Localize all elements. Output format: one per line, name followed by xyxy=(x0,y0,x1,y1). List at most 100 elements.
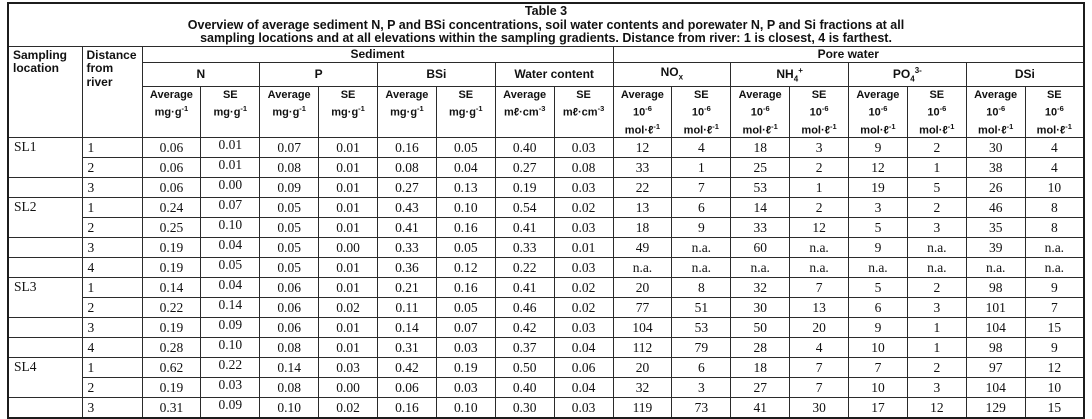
data-cell: 0.08 xyxy=(259,337,320,359)
data-cell: 0.22 xyxy=(200,357,261,379)
header-section-row: Sampling location Distance from river Se… xyxy=(7,45,1085,139)
data-cell: 30 xyxy=(730,297,791,319)
data-cell: 50 xyxy=(730,317,791,339)
data-cell: n.a. xyxy=(906,257,967,279)
data-cell: 5 xyxy=(848,217,908,239)
table-row: SL3 1 0.14 0.04 0.06 0.01 0.21 0.16 0.41 0.02 20 8 3… xyxy=(7,277,1085,319)
data-cell: 0.31 xyxy=(141,397,202,419)
species-header-nh: NH4+ xyxy=(730,61,849,87)
sampling-location-cell-empty xyxy=(7,237,83,259)
table-caption-line-2: sampling locations and at all elevations… xyxy=(200,31,892,45)
distance-cell: 1 xyxy=(81,197,143,219)
data-cell: 15 xyxy=(1024,397,1085,419)
data-cell: 27 xyxy=(730,377,791,399)
data-cell: 0.01 xyxy=(318,277,378,299)
data-cell: 0.05 xyxy=(259,257,320,279)
data-cell: 0.03 xyxy=(553,137,614,159)
data-cell: 0.01 xyxy=(553,237,614,259)
data-cell: 0.01 xyxy=(318,337,378,359)
data-cell: 8 xyxy=(1024,197,1085,219)
data-cell: 0.16 xyxy=(377,397,437,419)
data-cell: 0.16 xyxy=(377,137,437,159)
data-cell: 3 xyxy=(848,197,908,219)
data-cell: 0.11 xyxy=(377,297,437,319)
data-cell: 30 xyxy=(965,137,1026,159)
data-cell: 12 xyxy=(848,157,908,179)
data-cell: 0.50 xyxy=(494,357,555,379)
distance-cell: 3 xyxy=(81,317,143,339)
data-cell: 12 xyxy=(906,397,967,419)
data-cell: 0.04 xyxy=(200,277,261,299)
data-cell: 0.40 xyxy=(494,377,555,399)
sampling-location-cell: SL3 xyxy=(7,277,83,319)
data-cell: 0.41 xyxy=(494,217,555,239)
data-cell: 0.06 xyxy=(259,297,320,319)
data-cell: 0.02 xyxy=(553,277,614,299)
data-cell: 0.01 xyxy=(200,157,261,179)
data-cell: 0.28 xyxy=(141,337,202,359)
data-cell: 20 xyxy=(612,277,673,299)
data-cell: 0.03 xyxy=(553,257,614,279)
data-cell: 6 xyxy=(671,357,732,379)
data-cell: 0.14 xyxy=(141,277,202,299)
unit-header-cell: SE 10-6 mol·ℓ-1 xyxy=(1024,85,1085,139)
data-cell: 73 xyxy=(671,397,732,419)
data-cell: 0.19 xyxy=(141,257,202,279)
data-cell: 0.03 xyxy=(553,177,614,199)
data-cell: 28 xyxy=(730,337,791,359)
unit-header-cell: SE 10-6 mol·ℓ-1 xyxy=(789,85,849,139)
data-cell: 0.00 xyxy=(318,377,378,399)
species-header-water-content: Water content xyxy=(494,61,614,87)
data-cell: 12 xyxy=(1024,357,1085,379)
data-cell: 53 xyxy=(671,317,732,339)
data-cell: 32 xyxy=(730,277,791,299)
data-cell: 119 xyxy=(612,397,673,419)
data-cell: 19 xyxy=(848,177,908,199)
data-cell: 0.07 xyxy=(200,197,261,219)
col-header-sampling-location: Sampling location xyxy=(7,45,83,139)
data-cell: n.a. xyxy=(1024,257,1085,279)
data-cell: 7 xyxy=(789,277,849,299)
data-cell: 77 xyxy=(612,297,673,319)
data-cell: 0.19 xyxy=(141,317,202,339)
data-cell: 0.16 xyxy=(435,277,496,299)
data-cell: 4 xyxy=(1024,137,1085,159)
data-cell: 0.00 xyxy=(200,177,261,199)
data-cell: 0.01 xyxy=(318,137,378,159)
sampling-location-cell: SL4 xyxy=(7,357,83,399)
data-cell: 0.22 xyxy=(494,257,555,279)
data-cell: 0.14 xyxy=(259,357,320,379)
data-cell: 0.09 xyxy=(200,317,261,339)
distance-cell: 2 xyxy=(81,297,143,319)
data-cell: 0.06 xyxy=(259,277,320,299)
data-cell: 0.12 xyxy=(435,257,496,279)
distance-cell: 1 xyxy=(81,137,143,159)
table-caption-line-1: Overview of average sediment N, P and BS… xyxy=(187,17,905,32)
data-cell: 9 xyxy=(848,317,908,339)
data-cell: 0.06 xyxy=(141,177,202,199)
data-cell: 0.05 xyxy=(200,257,261,279)
data-cell: 18 xyxy=(612,217,673,239)
table-row: 2 0.19 0.03 0.08 0.00 0.06 0.03 0.40 0.04 32 3 27 7 1… xyxy=(8,377,1085,399)
data-cell: 0.03 xyxy=(553,397,614,419)
data-cell: 9 xyxy=(848,237,908,259)
species-header-row: N P BSi Water content NOx NH4+ PO43- DSi xyxy=(8,61,1085,87)
data-cell: 10 xyxy=(1024,377,1085,399)
data-cell: 0.06 xyxy=(141,137,202,159)
title-row: Table 3 Overview of average sediment N, … xyxy=(7,2,1085,47)
sampling-location-cell-empty xyxy=(7,397,83,419)
unit-header-cell: Average mg·g-1 xyxy=(141,85,202,139)
distance-cell: 2 xyxy=(81,157,143,179)
data-cell: 104 xyxy=(965,377,1026,399)
data-cell: 0.10 xyxy=(200,337,261,359)
sampling-location-cell-empty xyxy=(7,317,83,339)
data-cell: 0.02 xyxy=(318,397,378,419)
data-cell: 1 xyxy=(671,157,732,179)
data-cell: 0.10 xyxy=(435,397,496,419)
data-cell: n.a. xyxy=(848,257,908,279)
data-cell: 0.03 xyxy=(200,377,261,399)
data-cell: 0.03 xyxy=(435,377,496,399)
data-cell: 3 xyxy=(789,137,849,159)
data-cell: 53 xyxy=(730,177,791,199)
table-row: 3 0.31 0.09 0.10 0.02 0.16 0.10 0.30 0.03 119 73 41… xyxy=(7,397,1085,419)
